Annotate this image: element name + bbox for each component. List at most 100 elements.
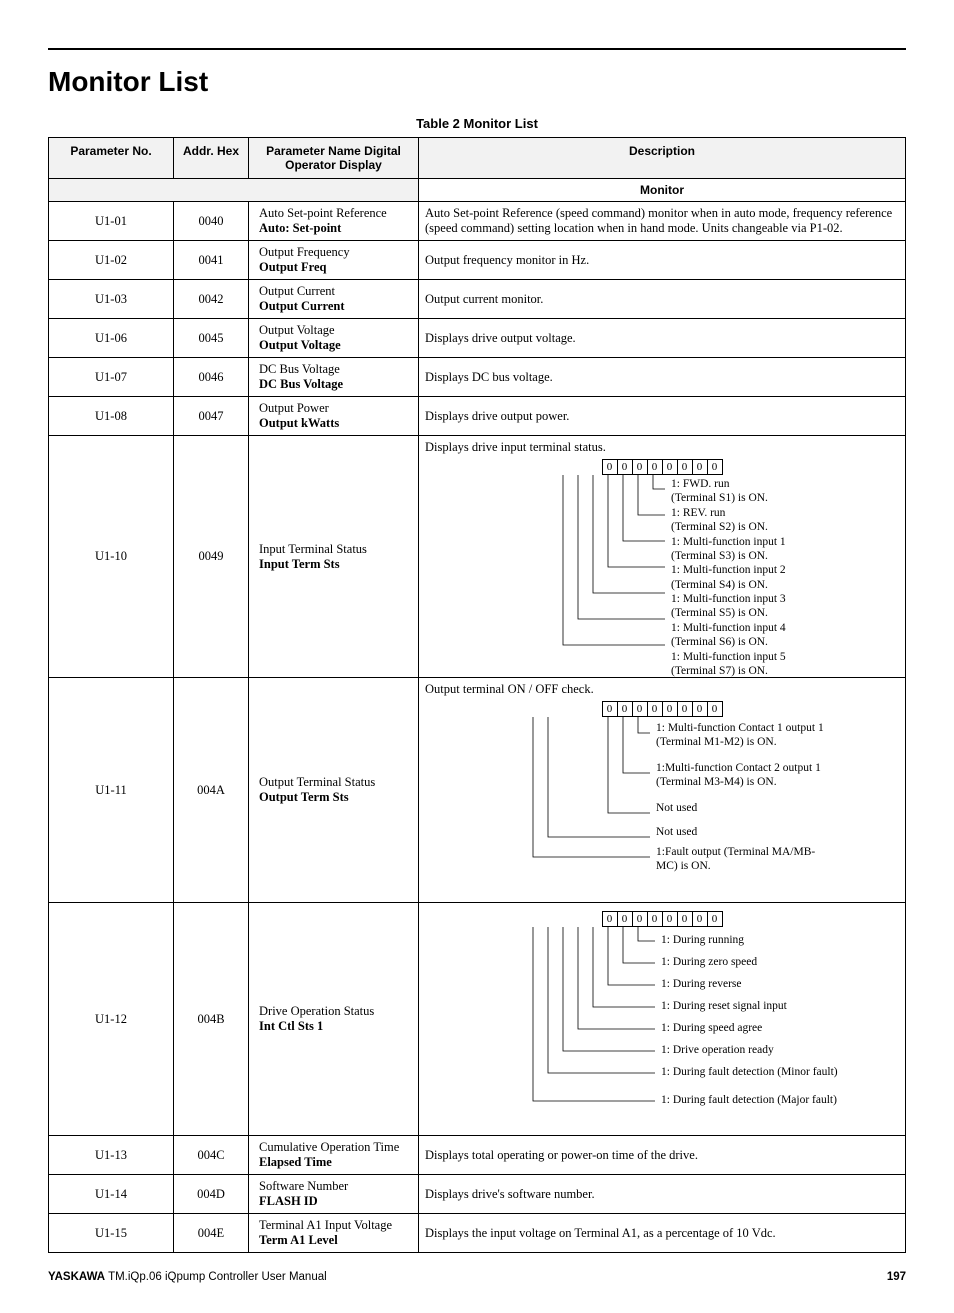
addr-hex: 004A [174,678,249,903]
table-row: U1-14004DSoftware NumberFLASH IDDisplays… [49,1175,906,1214]
addr-hex: 004B [174,903,249,1136]
param-name: DC Bus VoltageDC Bus Voltage [249,358,419,397]
legend-line: 1: Multi-function input 4 [671,621,851,635]
table-row: U1-010040Auto Set-point ReferenceAuto: S… [49,202,906,241]
table-caption: Table 2 Monitor List [48,116,906,131]
col-desc: Description [419,138,906,179]
description: Displays total operating or power-on tim… [419,1136,906,1175]
param-no: U1-14 [49,1175,174,1214]
addr-hex: 0049 [174,436,249,678]
footer: YASKAWA TM.iQp.06 iQpump Controller User… [48,1271,906,1283]
lead-text: Output terminal ON / OFF check. [425,682,899,697]
description: Displays drive input terminal status.000… [419,436,906,678]
footer-page: 197 [887,1271,906,1283]
description: Output frequency monitor in Hz. [419,241,906,280]
legend-line: 1: Drive operation ready [661,1043,774,1057]
page-title: Monitor List [48,66,906,98]
param-no: U1-01 [49,202,174,241]
legend-line: 1: Multi-function Contact 1 output 1 (Te… [656,721,836,750]
legend-line: 1: Multi-function input 1 [671,535,851,549]
legend-line: (Terminal S3) is ON. [671,549,851,563]
table-row: U1-11004AOutput Terminal StatusOutput Te… [49,678,906,903]
description: Displays drive's software number. [419,1175,906,1214]
table-row: U1-080047Output PowerOutput kWattsDispla… [49,397,906,436]
param-no: U1-07 [49,358,174,397]
top-rule [48,48,906,50]
col-parameter: Parameter No. [49,138,174,179]
page: Monitor List Table 2 Monitor List Parame… [0,0,954,1313]
param-name: Output CurrentOutput Current [249,280,419,319]
param-name: Output FrequencyOutput Freq [249,241,419,280]
description: Displays DC bus voltage. [419,358,906,397]
legend-line: 1: During fault detection (Major fault) [661,1093,837,1107]
param-name: Input Terminal StatusInput Term Sts [249,436,419,678]
addr-hex: 0046 [174,358,249,397]
legend-line: 1:Multi-function Contact 2 output 1 (Ter… [656,761,836,790]
addr-hex: 0042 [174,280,249,319]
table-row: U1-020041Output FrequencyOutput FreqOutp… [49,241,906,280]
legend-line: 1: REV. run [671,506,851,520]
description: Displays drive output power. [419,397,906,436]
table-row: U1-070046DC Bus VoltageDC Bus VoltageDis… [49,358,906,397]
param-no: U1-13 [49,1136,174,1175]
description: 000000001: During running1: During zero … [419,903,906,1136]
legend-line: (Terminal S1) is ON. [671,491,851,505]
table-row: U1-060045Output VoltageOutput VoltageDis… [49,319,906,358]
addr-hex: 004E [174,1214,249,1253]
table-row: U1-13004CCumulative Operation TimeElapse… [49,1136,906,1175]
legend-line: Not used [656,825,697,839]
param-no: U1-15 [49,1214,174,1253]
section-label: Monitor [419,179,906,202]
col-name: Parameter Name Digital Operator Display [249,138,419,179]
param-no: U1-10 [49,436,174,678]
param-name: Cumulative Operation TimeElapsed Time [249,1136,419,1175]
param-name: Output PowerOutput kWatts [249,397,419,436]
addr-hex: 0047 [174,397,249,436]
legend-line: 1: During reverse [661,977,741,991]
legend-line: 1: During running [661,933,744,947]
legend-line: 1: Multi-function input 3 [671,592,851,606]
header-row: Parameter No. Addr. Hex Parameter Name D… [49,138,906,179]
legend-line: 1:Fault output (Terminal MA/MB-MC) is ON… [656,845,836,874]
param-no: U1-06 [49,319,174,358]
param-name: Output Terminal StatusOutput Term Sts [249,678,419,903]
legend-line: 1: During zero speed [661,955,757,969]
param-name: Output VoltageOutput Voltage [249,319,419,358]
footer-left: YASKAWA TM.iQp.06 iQpump Controller User… [48,1271,327,1283]
addr-hex: 0041 [174,241,249,280]
table-body: Monitor U1-010040Auto Set-point Referenc… [49,179,906,1253]
legend-line: (Terminal S2) is ON. [671,520,851,534]
param-name: Drive Operation StatusInt Ctl Sts 1 [249,903,419,1136]
legend-line: (Terminal S6) is ON. [671,635,851,649]
section-row: Monitor [49,179,906,202]
description: Output current monitor. [419,280,906,319]
legend-line: 1: FWD. run [671,477,851,491]
legend-line: 1: During speed agree [661,1021,762,1035]
lead-text: Displays drive input terminal status. [425,440,899,455]
param-name: Terminal A1 Input VoltageTerm A1 Level [249,1214,419,1253]
description: Auto Set-point Reference (speed command)… [419,202,906,241]
table-row: U1-100049Input Terminal StatusInput Term… [49,436,906,678]
addr-hex: 0045 [174,319,249,358]
param-no: U1-11 [49,678,174,903]
param-no: U1-08 [49,397,174,436]
description: Output terminal ON / OFF check.000000001… [419,678,906,903]
table-row: U1-030042Output CurrentOutput CurrentOut… [49,280,906,319]
col-addr: Addr. Hex [174,138,249,179]
table-row: U1-15004ETerminal A1 Input VoltageTerm A… [49,1214,906,1253]
legend-line: 1: Multi-function input 5 [671,650,851,664]
param-name: Auto Set-point ReferenceAuto: Set-point [249,202,419,241]
legend-line: (Terminal S7) is ON. [671,664,851,678]
description: Displays the input voltage on Terminal A… [419,1214,906,1253]
legend-line: (Terminal S4) is ON. [671,578,851,592]
legend-line: Not used [656,801,697,815]
addr-hex: 004C [174,1136,249,1175]
addr-hex: 0040 [174,202,249,241]
legend-line: 1: Multi-function input 2 [671,563,851,577]
param-no: U1-03 [49,280,174,319]
addr-hex: 004D [174,1175,249,1214]
legend-line: 1: During fault detection (Minor fault) [661,1065,838,1079]
param-name: Software NumberFLASH ID [249,1175,419,1214]
legend: 1: FWD. run(Terminal S1) is ON.1: REV. r… [671,477,851,678]
legend-line: 1: During reset signal input [661,999,787,1013]
